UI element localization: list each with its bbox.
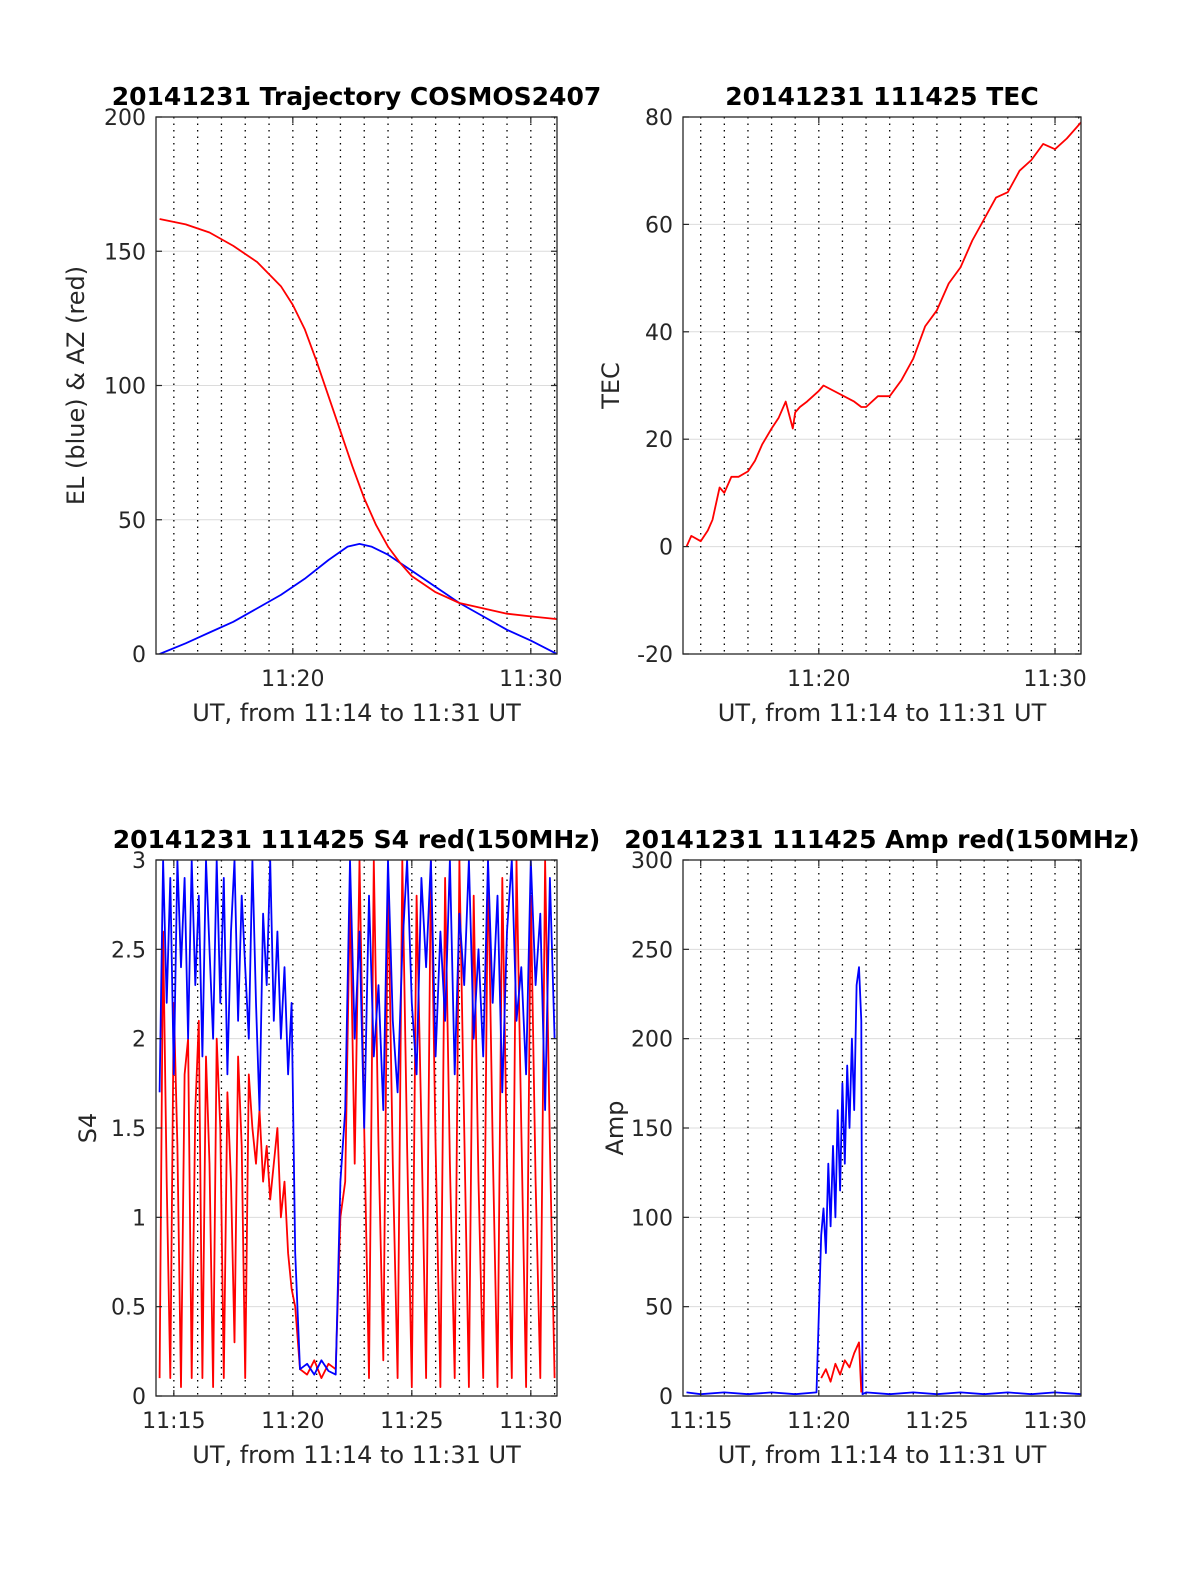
y-tick-label: 250: [631, 938, 673, 963]
series-line-amp_blue: [686, 966, 1081, 1396]
x-axis-label: UT, from 11:14 to 11:31 UT: [192, 699, 521, 727]
x-tick-label: 11:30: [499, 667, 562, 692]
x-tick-label: 11:15: [669, 1409, 732, 1434]
y-tick-label: 0: [659, 536, 673, 561]
y-tick-label: 100: [104, 375, 146, 400]
x-tick-label: 11:25: [905, 1409, 968, 1434]
y-axis-label: EL (blue) & AZ (red): [62, 266, 90, 505]
y-tick-label: 1.5: [111, 1117, 146, 1142]
x-axis-label: UT, from 11:14 to 11:31 UT: [718, 1441, 1047, 1469]
y-axis-label: Amp: [601, 1100, 629, 1155]
series-line-el: [159, 543, 557, 654]
chart-tec: -20 0 20 40 60 80 11:20 11:30 20141231 111425 TE…: [597, 82, 1087, 727]
y-tick-label: 200: [104, 106, 146, 131]
y-axis-label: S4: [74, 1113, 102, 1144]
x-tick-label: 11:20: [787, 667, 850, 692]
x-tick-label: 11:30: [1023, 1409, 1086, 1434]
series-group: [159, 218, 557, 654]
x-tick-label: 11:20: [787, 1409, 850, 1434]
y-tick-label: 200: [631, 1028, 673, 1053]
chart-trajectory: 0 50 100 150 200 11:20 11:30 20141231 Trajector…: [62, 82, 601, 727]
y-tick-label: 80: [645, 106, 673, 131]
plot-area: [683, 117, 1081, 654]
chart-title: 20141231 111425 TEC: [725, 82, 1038, 111]
series-group: [686, 966, 1081, 1396]
y-tick-label: 20: [645, 428, 673, 453]
chart-amp: 0 50 100 150 200 250 300 11:15 11:20 11:25 11:30 20…: [601, 825, 1140, 1469]
series-group: [685, 121, 1081, 547]
y-tick-label: 2.5: [111, 938, 146, 963]
series-line-tec: [685, 121, 1081, 547]
series-group: [158, 860, 556, 1388]
chart-title: 20141231 111425 S4 red(150MHz): [113, 825, 601, 854]
y-tick-label: 2: [132, 1028, 146, 1053]
x-tick-label: 11:25: [380, 1409, 443, 1434]
x-axis-label: UT, from 11:14 to 11:31 UT: [718, 699, 1047, 727]
y-tick-label: 0: [132, 643, 146, 668]
x-tick-label: 11:30: [499, 1409, 562, 1434]
y-tick-label: 1: [132, 1206, 146, 1231]
series-line-az: [159, 218, 557, 620]
x-axis-label: UT, from 11:14 to 11:31 UT: [192, 1441, 521, 1469]
y-tick-label: 50: [118, 509, 146, 534]
y-tick-label: 100: [631, 1206, 673, 1231]
y-tick-label: 0: [132, 1385, 146, 1410]
y-tick-label: 0: [659, 1385, 673, 1410]
series-line-s4_blue: [158, 860, 556, 1376]
y-tick-label: 300: [631, 849, 673, 874]
y-tick-label: 150: [104, 240, 146, 265]
y-tick-label: 60: [645, 213, 673, 238]
y-tick-label: 150: [631, 1117, 673, 1142]
y-axis-label: TEC: [597, 362, 625, 410]
x-tick-label: 11:20: [261, 1409, 324, 1434]
y-tick-label: 0.5: [111, 1296, 146, 1321]
chart-title: 20141231 111425 Amp red(150MHz): [624, 825, 1140, 854]
series-line-amp_red: [820, 1341, 863, 1393]
chart-title: 20141231 Trajectory COSMOS2407: [112, 82, 602, 111]
x-tick-label: 11:15: [142, 1409, 205, 1434]
x-tick-label: 11:30: [1023, 667, 1086, 692]
y-tick-label: 3: [132, 849, 146, 874]
x-tick-label: 11:20: [261, 667, 324, 692]
axes-box: [682, 116, 1082, 655]
y-tick-label: 40: [645, 321, 673, 346]
y-tick-label: 50: [645, 1296, 673, 1321]
chart-s4: 0 0.5 1 1.5 2 2.5 3 11:15 11:20 11:25 11:30 2014123…: [74, 825, 600, 1469]
y-tick-label: -20: [637, 643, 673, 668]
